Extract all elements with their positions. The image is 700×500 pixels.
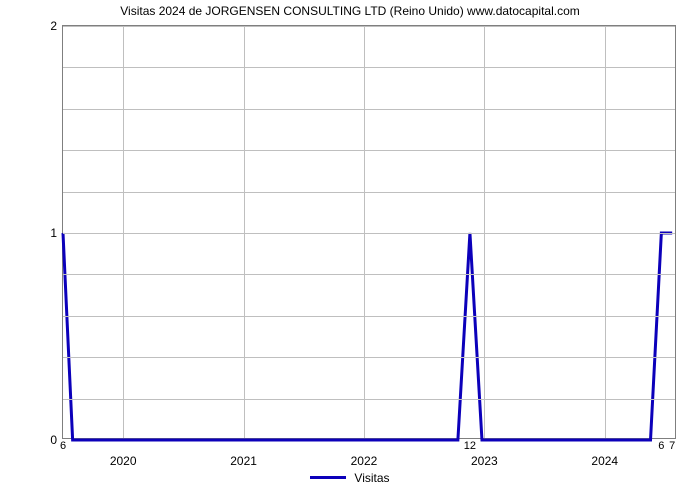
x-sparse-label: 6	[658, 440, 664, 452]
plot-area: 0122020202120222023202461267	[62, 25, 676, 439]
x-sparse-label: 6	[60, 440, 66, 452]
grid-vertical	[123, 26, 124, 438]
legend-label: Visitas	[354, 471, 389, 485]
x-tick-label: 2022	[351, 454, 378, 468]
grid-horizontal-minor	[63, 357, 675, 358]
series-line	[63, 233, 672, 440]
grid-vertical	[244, 26, 245, 438]
grid-vertical	[364, 26, 365, 438]
x-tick-label: 2024	[591, 454, 618, 468]
grid-horizontal-minor	[63, 274, 675, 275]
x-tick-label: 2023	[471, 454, 498, 468]
x-tick-label: 2021	[230, 454, 257, 468]
grid-horizontal-minor	[63, 150, 675, 151]
chart-title: Visitas 2024 de JORGENSEN CONSULTING LTD…	[0, 4, 700, 18]
y-tick-label: 2	[50, 19, 57, 33]
grid-vertical	[605, 26, 606, 438]
grid-vertical	[484, 26, 485, 438]
grid-horizontal-minor	[63, 399, 675, 400]
legend-item-visitas: Visitas	[310, 471, 389, 485]
grid-horizontal	[63, 233, 675, 234]
x-sparse-label: 7	[669, 440, 675, 452]
y-tick-label: 0	[50, 433, 57, 447]
legend-swatch	[310, 476, 346, 479]
x-tick-label: 2020	[110, 454, 137, 468]
legend: Visitas	[0, 468, 700, 485]
grid-horizontal-minor	[63, 109, 675, 110]
y-tick-label: 1	[50, 226, 57, 240]
chart-container: { "chart": { "type": "line", "title": "V…	[0, 0, 700, 500]
grid-horizontal-minor	[63, 67, 675, 68]
grid-horizontal	[63, 26, 675, 27]
grid-horizontal-minor	[63, 316, 675, 317]
x-sparse-label: 12	[464, 440, 476, 452]
grid-horizontal-minor	[63, 192, 675, 193]
